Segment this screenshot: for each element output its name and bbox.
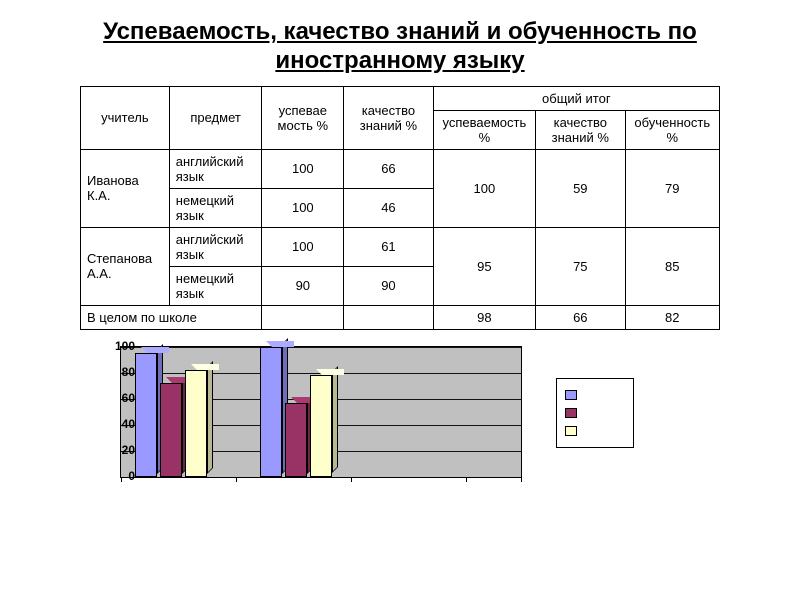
chart-bar — [260, 341, 288, 477]
th-uspev: успевае мость % — [262, 86, 344, 149]
chart-x-tick — [521, 477, 522, 482]
cell-subject: немецкий язык — [169, 266, 262, 305]
cell-value: 46 — [344, 188, 433, 227]
cell-teacher-1: Иванова К.А. — [81, 149, 170, 227]
cell-school-label: В целом по школе — [81, 305, 262, 329]
th-teacher: учитель — [81, 86, 170, 149]
th-total-obuch: обученность % — [625, 110, 720, 149]
cell-total: 59 — [536, 149, 625, 227]
th-total-group: общий итог — [433, 86, 719, 110]
table-row: Степанова А.А. английский язык 100 61 95… — [81, 227, 720, 266]
chart-y-label: 100 — [101, 339, 135, 353]
cell-empty — [344, 305, 433, 329]
cell-total: 98 — [433, 305, 535, 329]
th-subject: предмет — [169, 86, 262, 149]
chart-bar — [160, 377, 188, 477]
cell-total: 82 — [625, 305, 720, 329]
th-total-quality: качество знаний % — [536, 110, 625, 149]
chart-bar — [285, 397, 313, 477]
legend-item — [565, 405, 623, 421]
chart-y-label: 60 — [101, 391, 135, 405]
chart-bar — [185, 364, 213, 477]
data-table: учитель предмет успевае мость % качество… — [80, 86, 720, 330]
legend-item — [565, 423, 623, 439]
cell-subject: английский язык — [169, 227, 262, 266]
chart-x-tick — [351, 477, 352, 482]
cell-value: 90 — [262, 266, 344, 305]
chart-x-tick — [236, 477, 237, 482]
th-quality: качество знаний % — [344, 86, 433, 149]
cell-subject: немецкий язык — [169, 188, 262, 227]
cell-value: 100 — [262, 227, 344, 266]
th-total-uspev: успеваемость % — [433, 110, 535, 149]
cell-empty — [262, 305, 344, 329]
chart-legend — [556, 378, 634, 448]
cell-value: 61 — [344, 227, 433, 266]
chart-y-label: 40 — [101, 417, 135, 431]
chart-box: 0 20 40 60 80 100 — [80, 338, 540, 508]
chart-y-label: 80 — [101, 365, 135, 379]
cell-value: 90 — [344, 266, 433, 305]
cell-value: 100 — [262, 188, 344, 227]
cell-total: 66 — [536, 305, 625, 329]
chart-gridline — [121, 477, 521, 478]
cell-total: 95 — [433, 227, 535, 305]
chart-plot — [120, 346, 522, 478]
cell-total: 79 — [625, 149, 720, 227]
cell-value: 66 — [344, 149, 433, 188]
legend-swatch — [565, 408, 577, 418]
chart-y-label: 0 — [101, 469, 135, 483]
cell-total: 75 — [536, 227, 625, 305]
cell-total: 85 — [625, 227, 720, 305]
chart-x-tick — [466, 477, 467, 482]
page-title: Успеваемость, качество знаний и обученно… — [30, 18, 770, 76]
table-row-total: В целом по школе 98 66 82 — [81, 305, 720, 329]
table-row: Иванова К.А. английский язык 100 66 100 … — [81, 149, 720, 188]
legend-item — [565, 387, 623, 403]
chart-bar — [310, 369, 338, 476]
chart-bar — [135, 347, 163, 477]
chart-area: 0 20 40 60 80 100 — [80, 338, 720, 508]
cell-teacher-2: Степанова А.А. — [81, 227, 170, 305]
legend-swatch — [565, 426, 577, 436]
cell-value: 100 — [262, 149, 344, 188]
cell-total: 100 — [433, 149, 535, 227]
table-header-row: учитель предмет успевае мость % качество… — [81, 86, 720, 110]
cell-subject: английский язык — [169, 149, 262, 188]
legend-swatch — [565, 390, 577, 400]
chart-y-label: 20 — [101, 443, 135, 457]
chart-gridline — [121, 347, 521, 348]
